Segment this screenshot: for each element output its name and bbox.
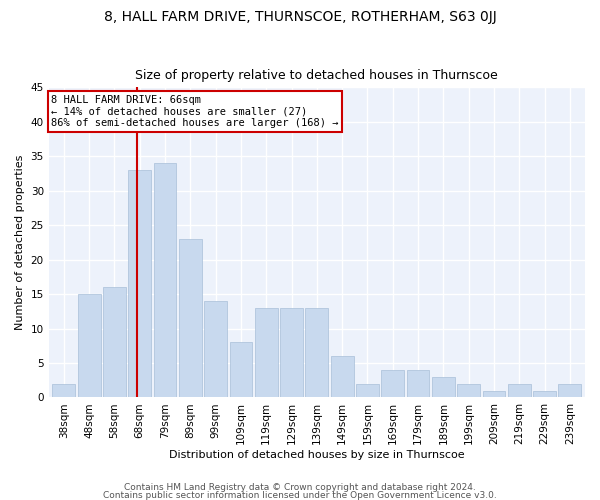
Bar bbox=[103, 287, 126, 398]
Bar bbox=[407, 370, 430, 398]
Bar bbox=[179, 239, 202, 398]
Text: 8, HALL FARM DRIVE, THURNSCOE, ROTHERHAM, S63 0JJ: 8, HALL FARM DRIVE, THURNSCOE, ROTHERHAM… bbox=[104, 10, 496, 24]
Text: Contains HM Land Registry data © Crown copyright and database right 2024.: Contains HM Land Registry data © Crown c… bbox=[124, 484, 476, 492]
Bar bbox=[533, 390, 556, 398]
Bar bbox=[457, 384, 480, 398]
Bar bbox=[559, 384, 581, 398]
Bar bbox=[331, 356, 353, 398]
Bar bbox=[128, 170, 151, 398]
Bar bbox=[255, 308, 278, 398]
Text: 8 HALL FARM DRIVE: 66sqm
← 14% of detached houses are smaller (27)
86% of semi-d: 8 HALL FARM DRIVE: 66sqm ← 14% of detach… bbox=[52, 95, 339, 128]
Bar bbox=[52, 384, 75, 398]
Bar bbox=[356, 384, 379, 398]
Bar bbox=[482, 390, 505, 398]
Bar bbox=[280, 308, 303, 398]
Y-axis label: Number of detached properties: Number of detached properties bbox=[15, 154, 25, 330]
X-axis label: Distribution of detached houses by size in Thurnscoe: Distribution of detached houses by size … bbox=[169, 450, 464, 460]
Bar bbox=[382, 370, 404, 398]
Bar bbox=[432, 377, 455, 398]
Bar bbox=[508, 384, 530, 398]
Bar bbox=[78, 294, 101, 398]
Title: Size of property relative to detached houses in Thurnscoe: Size of property relative to detached ho… bbox=[136, 69, 498, 82]
Bar bbox=[154, 163, 176, 398]
Bar bbox=[305, 308, 328, 398]
Bar bbox=[204, 301, 227, 398]
Text: Contains public sector information licensed under the Open Government Licence v3: Contains public sector information licen… bbox=[103, 490, 497, 500]
Bar bbox=[230, 342, 253, 398]
